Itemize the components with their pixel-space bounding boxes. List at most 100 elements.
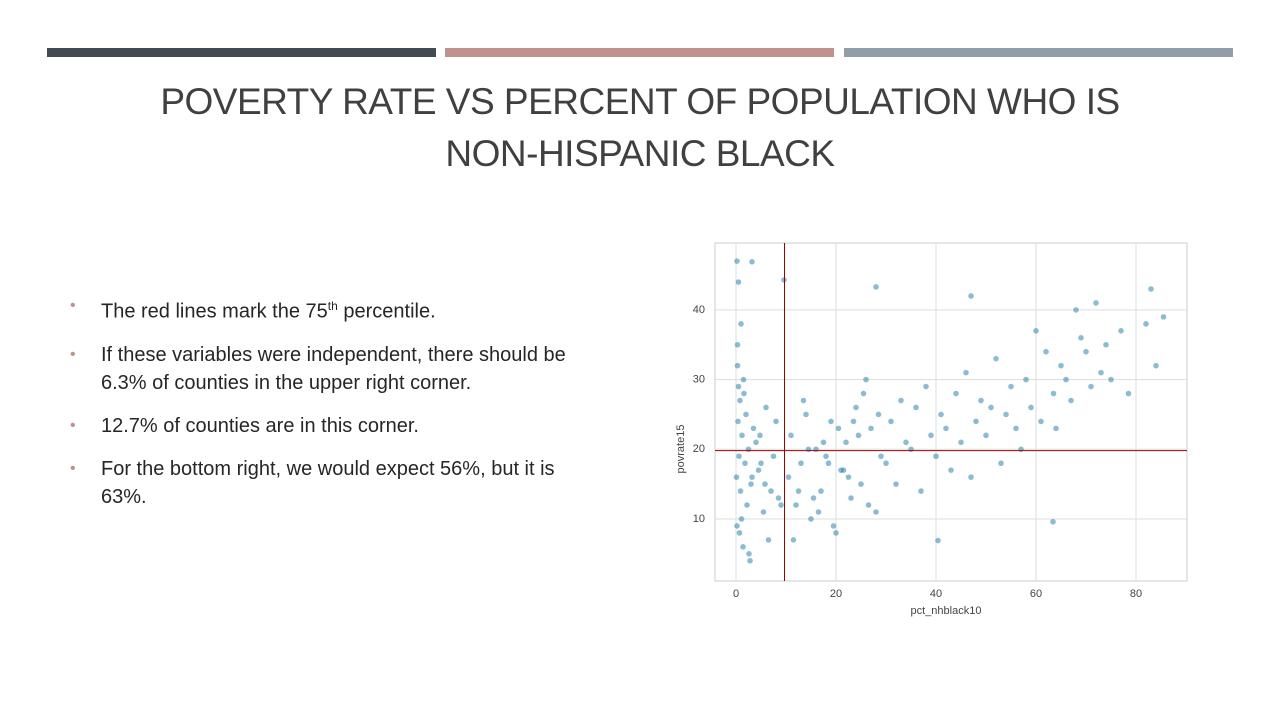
point bbox=[745, 446, 752, 453]
point bbox=[983, 432, 989, 439]
point bbox=[734, 523, 740, 529]
point bbox=[1023, 376, 1029, 383]
point bbox=[785, 474, 792, 480]
point bbox=[935, 537, 941, 544]
point bbox=[1050, 390, 1057, 397]
x-tick-label: 40 bbox=[930, 588, 942, 600]
point bbox=[883, 460, 889, 467]
point bbox=[1078, 334, 1084, 341]
point bbox=[850, 418, 857, 425]
point bbox=[1068, 397, 1074, 404]
point bbox=[973, 418, 979, 425]
point bbox=[1153, 362, 1159, 369]
superscript: th bbox=[327, 299, 338, 313]
bullet: For the bottom right, we would expect 56… bbox=[70, 455, 600, 511]
bullet-text: percentile. bbox=[337, 300, 436, 323]
point bbox=[736, 530, 743, 536]
point bbox=[820, 439, 827, 446]
point bbox=[744, 502, 750, 508]
point bbox=[1018, 446, 1024, 453]
x-axis-label: pct_nhblack10 bbox=[911, 605, 982, 617]
point bbox=[858, 481, 864, 487]
point bbox=[778, 502, 784, 508]
point bbox=[928, 432, 934, 439]
point bbox=[1053, 425, 1059, 432]
point bbox=[998, 460, 1004, 467]
bullet-text: 12.7% of counties are in this corner. bbox=[101, 414, 419, 437]
point bbox=[733, 474, 740, 480]
point bbox=[739, 432, 745, 439]
point bbox=[943, 425, 949, 432]
point bbox=[740, 544, 746, 550]
point bbox=[865, 502, 872, 508]
point bbox=[903, 439, 909, 446]
point bbox=[803, 411, 809, 418]
point bbox=[1088, 383, 1094, 390]
point bbox=[993, 355, 999, 362]
point bbox=[788, 432, 794, 439]
point bbox=[1093, 300, 1099, 306]
bullet: If these variables were independent, the… bbox=[70, 341, 600, 397]
x-tick-label: 60 bbox=[1030, 588, 1042, 600]
point bbox=[741, 390, 747, 397]
point bbox=[853, 404, 859, 411]
point bbox=[988, 404, 994, 411]
point bbox=[735, 279, 742, 285]
x-tick-label: 20 bbox=[830, 588, 842, 600]
point bbox=[736, 453, 742, 460]
point bbox=[1058, 362, 1064, 369]
accent-bar bbox=[47, 48, 436, 57]
point bbox=[1038, 418, 1044, 425]
point bbox=[953, 390, 959, 397]
point bbox=[843, 439, 849, 446]
point bbox=[840, 467, 847, 473]
point bbox=[747, 557, 753, 564]
point bbox=[1003, 411, 1009, 418]
bullet-text: For the bottom right, we would expect 56… bbox=[101, 457, 555, 508]
point bbox=[813, 446, 819, 453]
point bbox=[1008, 383, 1014, 390]
slide-title: POVERTY RATE VS PERCENT OF POPULATION WH… bbox=[160, 81, 1120, 174]
point bbox=[823, 453, 829, 460]
point bbox=[798, 460, 804, 467]
point bbox=[825, 460, 832, 467]
point bbox=[898, 397, 904, 404]
point bbox=[958, 439, 964, 446]
point bbox=[845, 474, 852, 480]
point bbox=[1118, 328, 1124, 334]
point bbox=[805, 446, 812, 453]
point bbox=[1043, 348, 1049, 355]
point bbox=[828, 418, 834, 425]
point bbox=[878, 453, 884, 460]
point bbox=[737, 488, 744, 494]
bullet-text: If these variables were independent, the… bbox=[101, 343, 566, 394]
point bbox=[737, 397, 743, 404]
point bbox=[1098, 369, 1104, 376]
point bbox=[968, 293, 974, 299]
point bbox=[923, 383, 929, 390]
point bbox=[793, 502, 799, 508]
point bbox=[750, 425, 757, 432]
accent-bar bbox=[445, 48, 834, 57]
point bbox=[938, 411, 944, 418]
point bbox=[795, 488, 802, 494]
point bbox=[773, 418, 779, 425]
point bbox=[748, 481, 754, 487]
point bbox=[746, 551, 752, 557]
point bbox=[734, 258, 740, 264]
point bbox=[1143, 321, 1149, 327]
accent-bar bbox=[844, 48, 1233, 57]
point bbox=[808, 516, 814, 522]
point bbox=[1063, 376, 1069, 383]
point bbox=[749, 474, 755, 480]
bullet-list: The red lines mark the 75th percentile. … bbox=[70, 292, 600, 526]
point bbox=[734, 362, 741, 369]
point bbox=[760, 509, 767, 515]
point bbox=[948, 467, 954, 473]
point bbox=[743, 411, 749, 418]
point bbox=[1148, 286, 1154, 292]
point bbox=[893, 481, 899, 487]
point bbox=[734, 341, 741, 348]
